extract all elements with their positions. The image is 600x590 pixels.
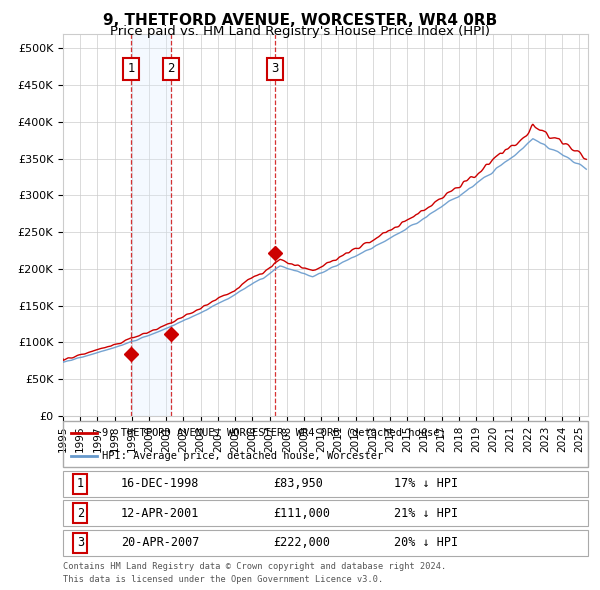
Text: 16-DEC-1998: 16-DEC-1998 — [121, 477, 199, 490]
Text: 3: 3 — [77, 536, 84, 549]
Text: HPI: Average price, detached house, Worcester: HPI: Average price, detached house, Worc… — [103, 451, 383, 461]
Text: 21% ↓ HPI: 21% ↓ HPI — [394, 507, 458, 520]
Text: 1: 1 — [127, 63, 135, 76]
Bar — [131, 34, 171, 416]
Text: £222,000: £222,000 — [273, 536, 330, 549]
Text: 9, THETFORD AVENUE, WORCESTER, WR4 0RB (detached house): 9, THETFORD AVENUE, WORCESTER, WR4 0RB (… — [103, 428, 446, 438]
Text: 9, THETFORD AVENUE, WORCESTER, WR4 0RB: 9, THETFORD AVENUE, WORCESTER, WR4 0RB — [103, 13, 497, 28]
Text: 20% ↓ HPI: 20% ↓ HPI — [394, 536, 458, 549]
Text: 12-APR-2001: 12-APR-2001 — [121, 507, 199, 520]
Text: 1: 1 — [77, 477, 84, 490]
Text: £83,950: £83,950 — [273, 477, 323, 490]
Text: 2: 2 — [167, 63, 175, 76]
Text: Price paid vs. HM Land Registry's House Price Index (HPI): Price paid vs. HM Land Registry's House … — [110, 25, 490, 38]
Text: 3: 3 — [271, 63, 278, 76]
Text: This data is licensed under the Open Government Licence v3.0.: This data is licensed under the Open Gov… — [63, 575, 383, 584]
Text: £111,000: £111,000 — [273, 507, 330, 520]
Text: 2: 2 — [77, 507, 84, 520]
Text: Contains HM Land Registry data © Crown copyright and database right 2024.: Contains HM Land Registry data © Crown c… — [63, 562, 446, 571]
Text: 17% ↓ HPI: 17% ↓ HPI — [394, 477, 458, 490]
Text: 20-APR-2007: 20-APR-2007 — [121, 536, 199, 549]
